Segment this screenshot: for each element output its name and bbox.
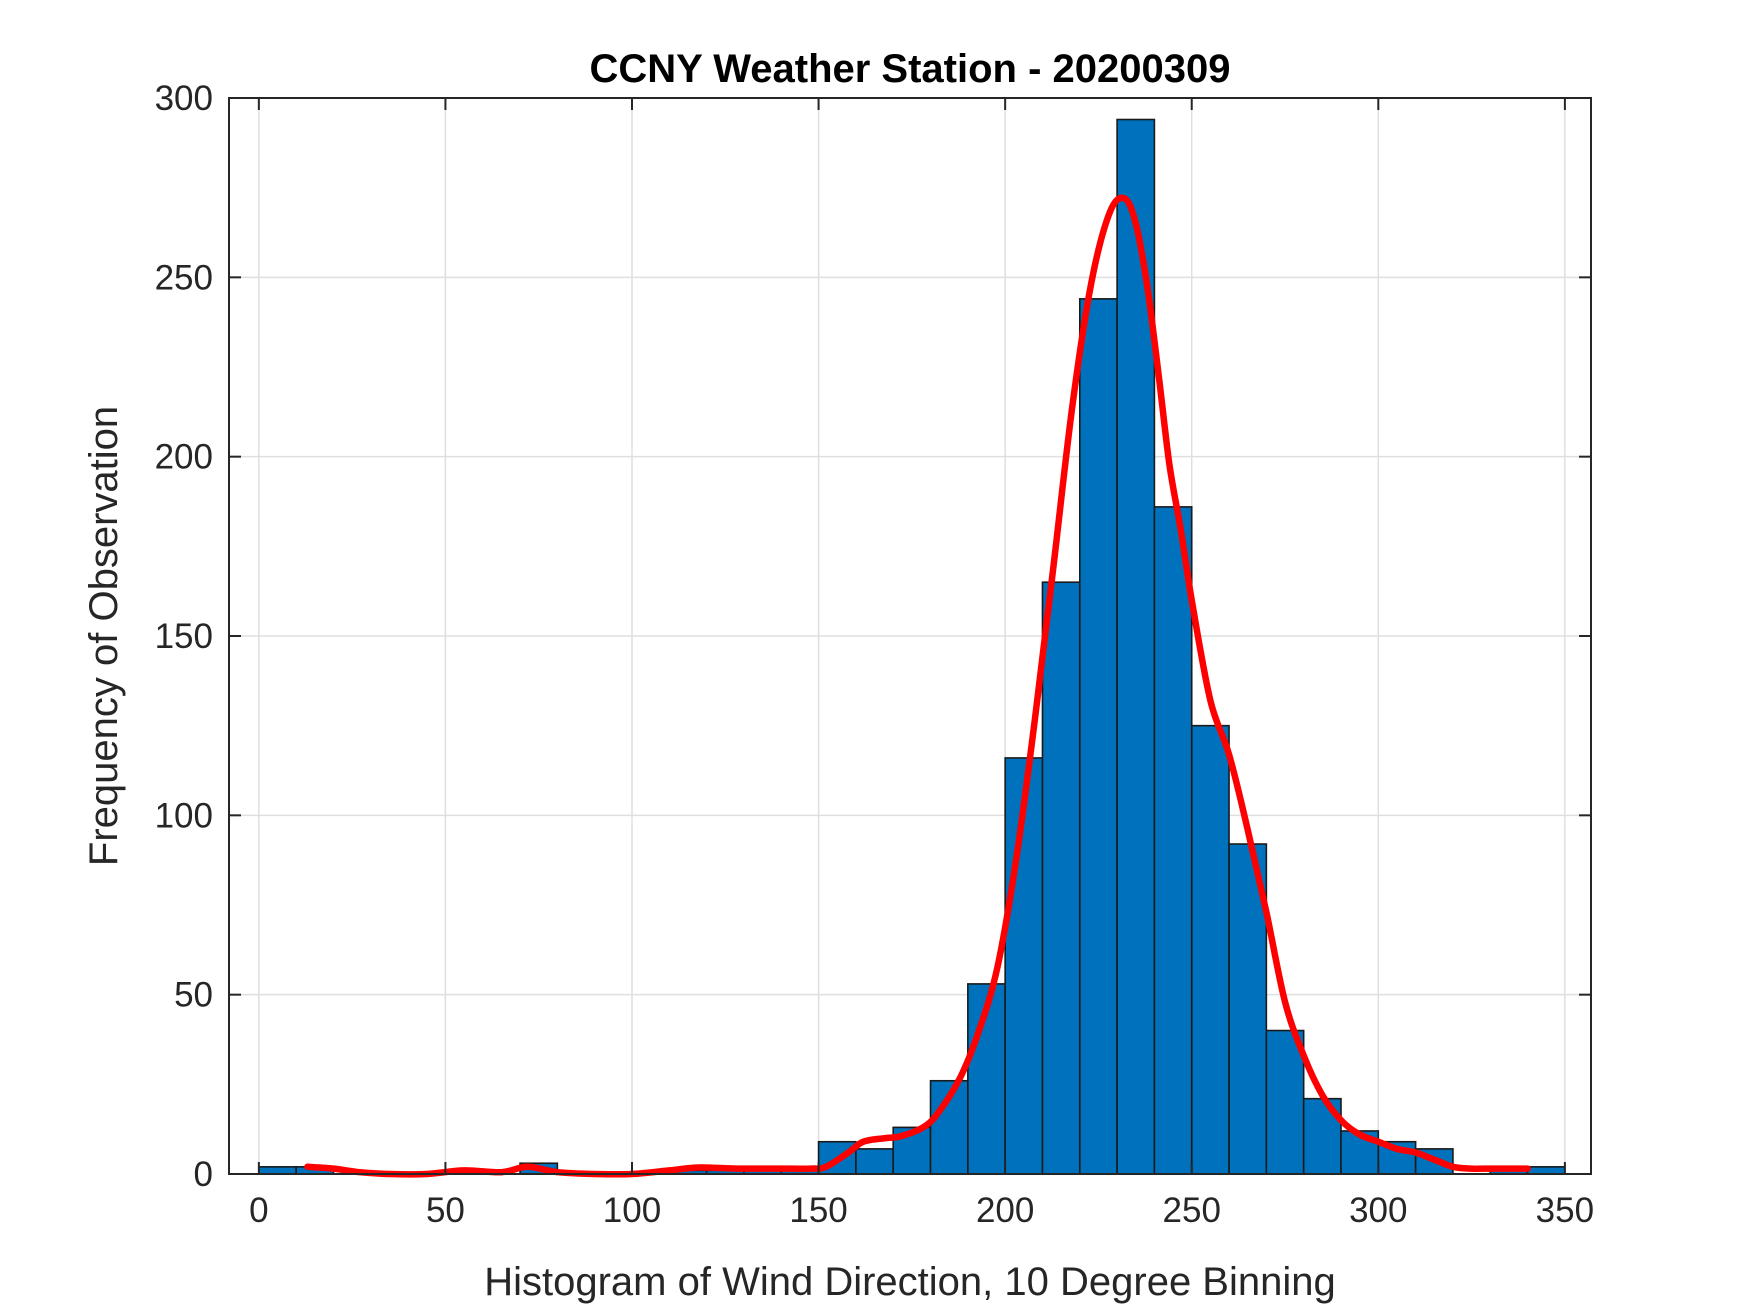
x-tick-label: 0 xyxy=(249,1191,268,1230)
y-tick-label: 200 xyxy=(155,438,213,477)
histogram-bar xyxy=(1526,1166,1566,1175)
x-tick-label: 350 xyxy=(1536,1191,1594,1230)
y-axis-label: Frequency of Observation xyxy=(82,406,126,866)
x-tick-labels: 0 50 100 150 200 250 300 350 xyxy=(249,1191,1594,1230)
x-axis-label: Histogram of Wind Direction, 10 Degree B… xyxy=(484,1260,1336,1304)
x-tick-label: 300 xyxy=(1349,1191,1407,1230)
x-tick-label: 250 xyxy=(1163,1191,1221,1230)
y-tick-label: 0 xyxy=(194,1155,213,1194)
histogram-bar xyxy=(1190,724,1230,1175)
y-tick-label: 300 xyxy=(155,79,213,118)
chart-title: CCNY Weather Station - 20200309 xyxy=(590,47,1231,91)
y-tick-label: 150 xyxy=(155,617,213,656)
histogram-bar xyxy=(1078,298,1118,1175)
y-tick-label: 250 xyxy=(155,258,213,297)
histogram-bar xyxy=(1153,506,1193,1175)
x-tick-label: 150 xyxy=(789,1191,847,1230)
x-tick-label: 100 xyxy=(603,1191,661,1230)
histogram-bar xyxy=(1041,581,1081,1175)
grid-lines xyxy=(229,97,1591,1175)
axis-ticks xyxy=(229,97,1591,1175)
y-tick-labels: 0 50 100 150 200 250 300 xyxy=(155,79,213,1194)
y-tick-label: 100 xyxy=(155,796,213,835)
histogram-bar xyxy=(1265,1029,1305,1175)
x-tick-label: 200 xyxy=(976,1191,1034,1230)
y-tick-label: 50 xyxy=(174,976,213,1015)
x-tick-label: 50 xyxy=(426,1191,465,1230)
histogram-bar xyxy=(258,1166,297,1175)
histogram-bar xyxy=(855,1148,895,1175)
